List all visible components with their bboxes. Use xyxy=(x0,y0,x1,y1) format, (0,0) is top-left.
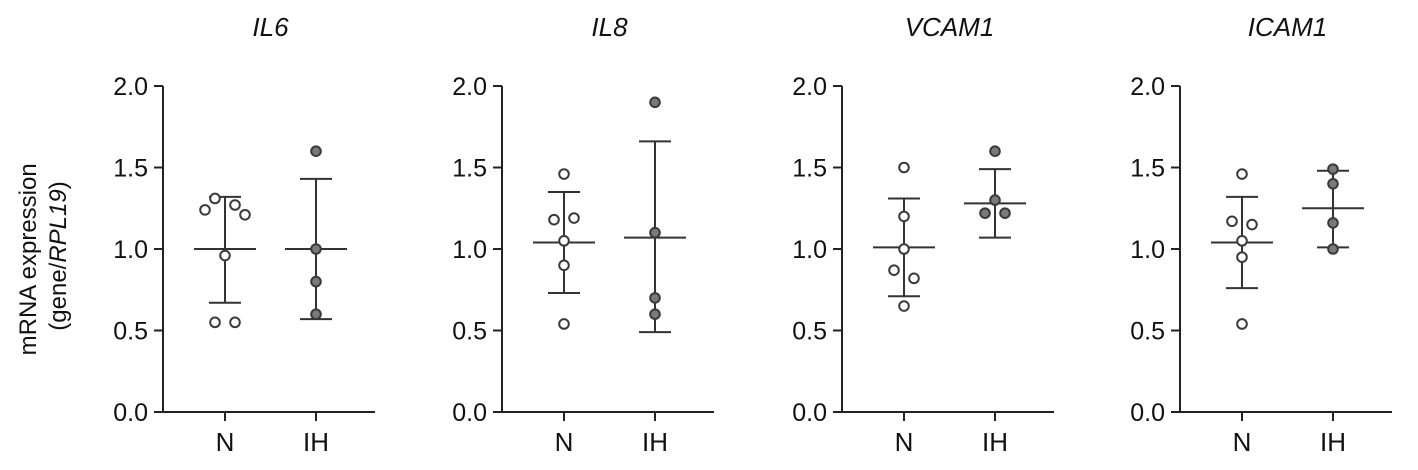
panel-title: ICAM1 xyxy=(1248,12,1327,42)
x-category-label: N xyxy=(895,427,914,457)
panel-il6: IL6 0.0 0.5 1.0 1.5 2.0 N IH xyxy=(113,12,375,457)
y-tick-label: 2.0 xyxy=(113,73,148,101)
y-axis-label-suffix: ) xyxy=(45,181,72,189)
panel-icam1: ICAM1 0.0 0.5 1.0 1.5 2.0 N IH xyxy=(1130,12,1392,457)
data-point xyxy=(209,316,221,329)
y-tick-label: 2.0 xyxy=(792,73,827,101)
data-point xyxy=(548,213,560,226)
data-point xyxy=(989,194,1001,206)
data-point xyxy=(310,275,322,288)
y-tick-label: 0.5 xyxy=(1130,318,1165,346)
y-tick-label: 0.5 xyxy=(792,318,827,346)
y-tick-label: 0.0 xyxy=(1130,399,1165,427)
data-point xyxy=(558,235,570,247)
x-category-label: IH xyxy=(303,427,329,457)
data-point xyxy=(219,249,231,262)
data-point xyxy=(1236,168,1248,180)
y-tick-label: 1.0 xyxy=(1130,236,1165,264)
x-category-label: N xyxy=(555,427,574,457)
data-point xyxy=(1226,215,1238,228)
data-point xyxy=(239,208,251,221)
x-category-label: IH xyxy=(642,427,668,457)
data-point xyxy=(229,316,241,329)
data-point xyxy=(1327,217,1339,229)
data-point xyxy=(1236,235,1248,247)
y-tick-label: 1.5 xyxy=(1130,155,1165,183)
data-point xyxy=(1327,163,1339,175)
data-point xyxy=(558,259,570,272)
data-point xyxy=(898,161,910,174)
panel-title: IL6 xyxy=(252,12,289,42)
data-point xyxy=(908,272,920,285)
panel-il8: IL8 0.0 0.5 1.0 1.5 2.0 N IH xyxy=(452,12,714,457)
y-tick-label: 0.0 xyxy=(113,399,148,427)
data-point xyxy=(199,204,211,216)
x-category-label: IH xyxy=(982,427,1008,457)
y-tick-label: 1.0 xyxy=(113,236,148,264)
data-point xyxy=(1236,318,1248,330)
data-point xyxy=(1327,243,1339,255)
data-point xyxy=(568,212,580,224)
data-point xyxy=(310,145,322,157)
data-point xyxy=(898,300,910,312)
x-category-label: N xyxy=(1233,427,1252,457)
x-category-label: IH xyxy=(1320,427,1346,457)
data-point xyxy=(649,96,661,109)
data-point xyxy=(649,292,661,304)
y-tick-label: 2.0 xyxy=(1130,73,1165,101)
y-tick-label: 0.0 xyxy=(792,399,827,427)
data-point xyxy=(1246,218,1258,231)
x-category-label: N xyxy=(216,427,235,457)
data-point xyxy=(229,199,241,211)
data-point xyxy=(989,145,1001,157)
data-point xyxy=(888,264,900,276)
y-tick-label: 1.5 xyxy=(113,155,148,183)
data-point xyxy=(898,210,910,223)
y-tick-label: 1.0 xyxy=(452,236,487,264)
y-axis-label-italic: RPL19 xyxy=(45,189,72,262)
y-tick-label: 0.5 xyxy=(452,318,487,346)
data-point xyxy=(558,318,570,330)
data-point xyxy=(979,207,991,219)
data-point xyxy=(649,226,661,239)
data-point xyxy=(649,308,661,321)
y-axis-label-line1: mRNA expression xyxy=(15,163,42,355)
panel-title: VCAM1 xyxy=(905,12,995,42)
data-point xyxy=(310,243,322,255)
data-point xyxy=(558,168,570,180)
y-tick-label: 0.5 xyxy=(113,318,148,346)
data-point xyxy=(999,207,1011,219)
panel-title: IL8 xyxy=(591,12,628,42)
y-axis-label: mRNA expression (gene/RPL19) xyxy=(15,157,72,356)
y-tick-label: 1.5 xyxy=(452,155,487,183)
y-axis-label-prefix: (gene/ xyxy=(45,262,72,330)
data-point xyxy=(310,308,322,321)
y-tick-label: 2.0 xyxy=(452,73,487,101)
data-point xyxy=(1236,251,1248,263)
y-tick-label: 0.0 xyxy=(452,399,487,427)
data-point xyxy=(1327,178,1339,190)
y-tick-label: 1.0 xyxy=(792,236,827,264)
data-point xyxy=(898,243,910,255)
data-point xyxy=(209,192,221,205)
y-tick-label: 1.5 xyxy=(792,155,827,183)
panel-vcam1: VCAM1 0.0 0.5 1.0 1.5 2.0 N IH xyxy=(792,12,1054,457)
